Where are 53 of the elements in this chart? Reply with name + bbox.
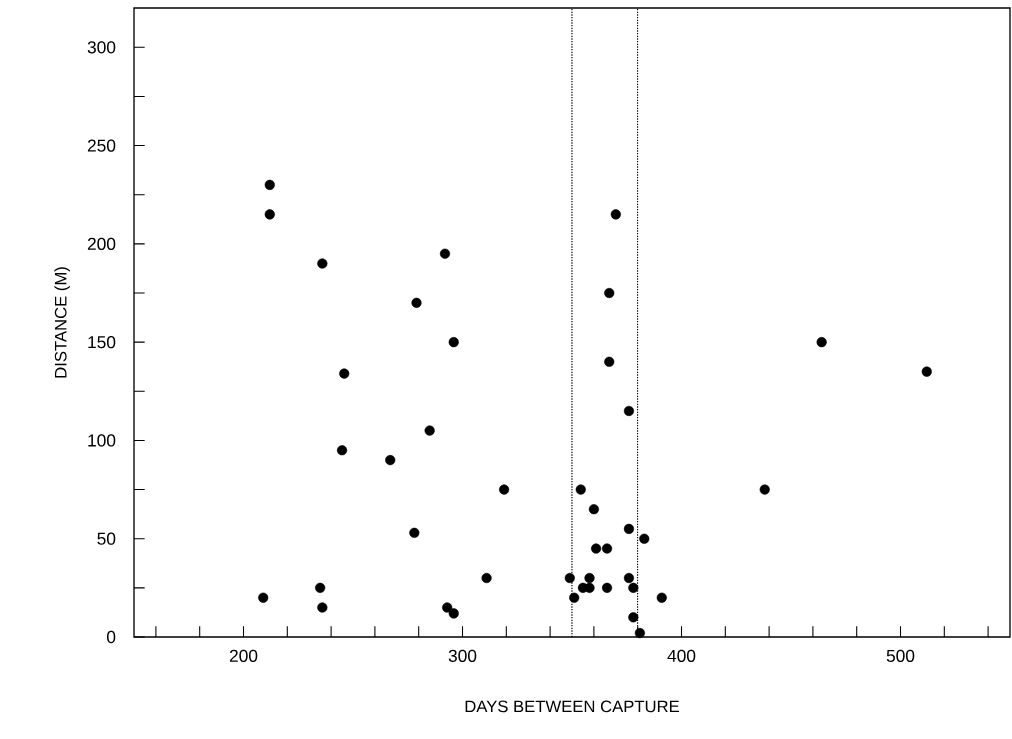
y-tick-label: 0 — [106, 630, 116, 644]
point — [264, 209, 275, 220]
point — [759, 484, 770, 495]
y-tick-label: 200 — [87, 237, 116, 251]
point — [385, 455, 396, 466]
point — [921, 366, 932, 377]
point — [564, 572, 575, 584]
point — [639, 533, 650, 544]
x-tick-label: 400 — [667, 649, 696, 662]
point — [623, 572, 635, 584]
y-tick-label: 150 — [88, 336, 116, 349]
point — [591, 543, 602, 554]
x-tick-label: 500 — [886, 649, 915, 662]
point — [610, 209, 621, 220]
y-tick-label: 50 — [97, 532, 116, 545]
point — [317, 602, 328, 613]
point — [336, 445, 348, 456]
y-tick-label: 100 — [88, 434, 116, 447]
point — [339, 368, 350, 379]
point — [634, 628, 645, 639]
y-tick-label: 300 — [87, 41, 116, 54]
point — [656, 592, 667, 603]
point — [588, 504, 599, 515]
point — [628, 582, 639, 593]
point — [575, 484, 586, 495]
point — [623, 523, 635, 534]
point — [317, 258, 328, 269]
point — [604, 287, 615, 299]
point — [448, 608, 459, 619]
point — [601, 582, 613, 593]
y-axis-title: DISTANCE (M) — [54, 267, 70, 378]
point — [442, 602, 453, 613]
point — [816, 337, 827, 348]
point — [499, 484, 510, 495]
point — [315, 582, 326, 593]
x-tick-label: 200 — [229, 649, 258, 662]
point — [601, 543, 613, 554]
point — [481, 572, 492, 584]
point — [628, 612, 639, 623]
point — [258, 592, 269, 603]
point — [584, 572, 595, 584]
point — [623, 405, 635, 417]
point — [424, 425, 435, 436]
point — [409, 527, 420, 538]
point — [411, 297, 422, 308]
point — [569, 592, 580, 603]
y-tick-label: 250 — [87, 139, 116, 152]
point — [448, 337, 459, 348]
point — [604, 356, 615, 367]
point — [439, 248, 451, 259]
x-tick-label: 300 — [448, 649, 477, 662]
point — [264, 179, 275, 190]
x-axis-title: DAYS BETWEEN CAPTURE — [465, 700, 679, 713]
